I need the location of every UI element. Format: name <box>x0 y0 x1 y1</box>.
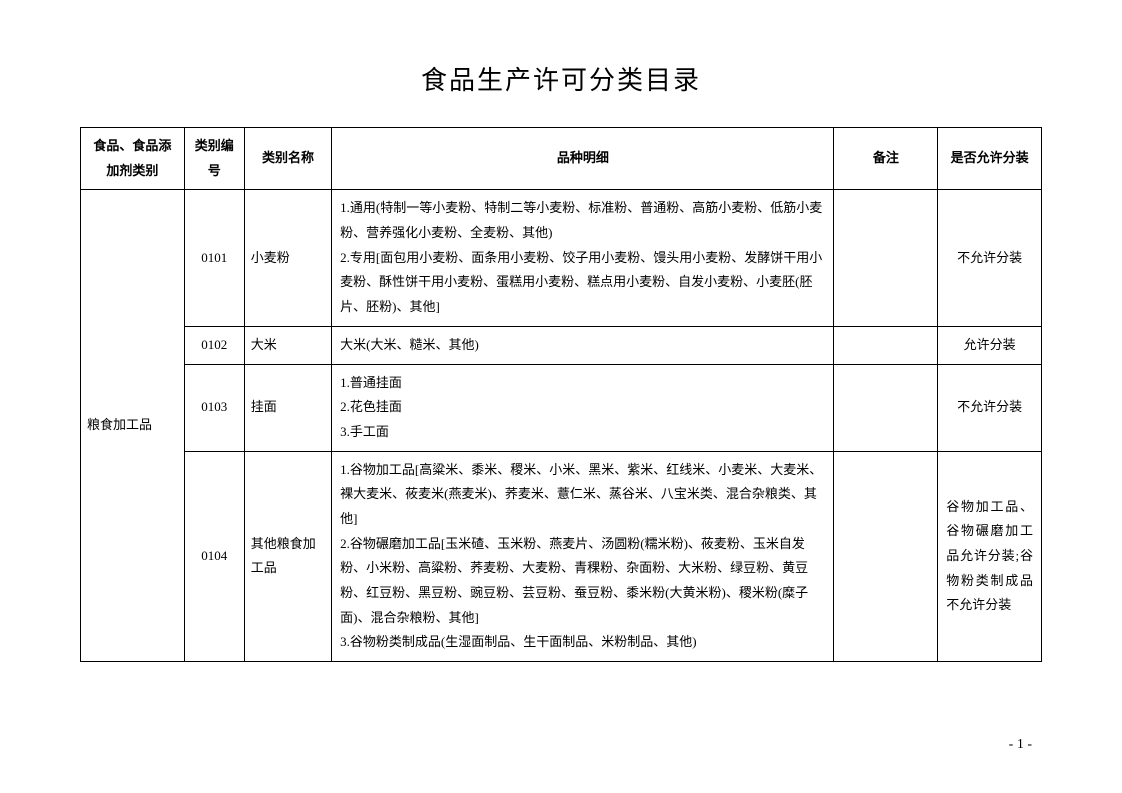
header-category: 食品、食品添加剂类别 <box>81 128 185 190</box>
cell-name: 其他粮食加工品 <box>244 451 331 662</box>
header-detail: 品种明细 <box>332 128 834 190</box>
cell-code: 0103 <box>184 364 244 451</box>
cell-name: 大米 <box>244 326 331 364</box>
cell-allow: 允许分装 <box>938 326 1042 364</box>
cell-remark <box>834 190 938 326</box>
table-row: 0104 其他粮食加工品 1.谷物加工品[高粱米、黍米、稷米、小米、黑米、紫米、… <box>81 451 1042 662</box>
cell-detail: 1.谷物加工品[高粱米、黍米、稷米、小米、黑米、紫米、红线米、小麦米、大麦米、裸… <box>332 451 834 662</box>
cell-code: 0101 <box>184 190 244 326</box>
header-remark: 备注 <box>834 128 938 190</box>
cell-code: 0104 <box>184 451 244 662</box>
page-number: - 1 - <box>1009 737 1032 753</box>
cell-detail: 大米(大米、糙米、其他) <box>332 326 834 364</box>
cell-detail: 1.普通挂面2.花色挂面3.手工面 <box>332 364 834 451</box>
header-code: 类别编号 <box>184 128 244 190</box>
cell-detail: 1.通用(特制一等小麦粉、特制二等小麦粉、标准粉、普通粉、高筋小麦粉、低筋小麦粉… <box>332 190 834 326</box>
table-row: 0102 大米 大米(大米、糙米、其他) 允许分装 <box>81 326 1042 364</box>
classification-table: 食品、食品添加剂类别 类别编号 类别名称 品种明细 备注 是否允许分装 粮食加工… <box>80 127 1042 662</box>
header-name: 类别名称 <box>244 128 331 190</box>
cell-category-group: 粮食加工品 <box>81 190 185 662</box>
header-allow: 是否允许分装 <box>938 128 1042 190</box>
page-title: 食品生产许可分类目录 <box>80 60 1042 97</box>
cell-code: 0102 <box>184 326 244 364</box>
cell-remark <box>834 326 938 364</box>
table-row: 0103 挂面 1.普通挂面2.花色挂面3.手工面 不允许分装 <box>81 364 1042 451</box>
cell-allow: 谷物加工品、谷物碾磨加工品允许分装;谷物粉类制成品不允许分装 <box>938 451 1042 662</box>
cell-allow: 不允许分装 <box>938 190 1042 326</box>
table-header-row: 食品、食品添加剂类别 类别编号 类别名称 品种明细 备注 是否允许分装 <box>81 128 1042 190</box>
cell-allow: 不允许分装 <box>938 364 1042 451</box>
cell-name: 小麦粉 <box>244 190 331 326</box>
cell-remark <box>834 451 938 662</box>
table-row: 粮食加工品 0101 小麦粉 1.通用(特制一等小麦粉、特制二等小麦粉、标准粉、… <box>81 190 1042 326</box>
cell-name: 挂面 <box>244 364 331 451</box>
cell-remark <box>834 364 938 451</box>
